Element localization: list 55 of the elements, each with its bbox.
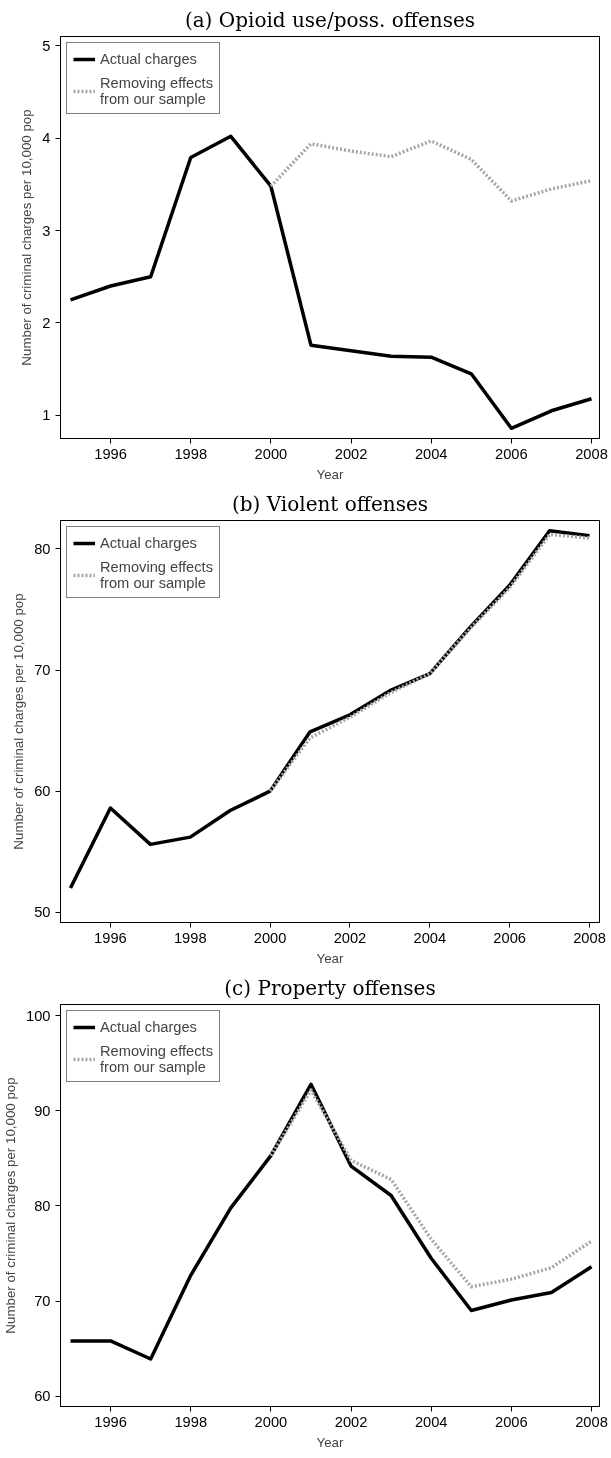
x-tick-label: 2004: [414, 445, 448, 462]
line-series: [68, 1082, 594, 1361]
x-tick-label: 1998: [174, 1413, 208, 1430]
line-series: [269, 139, 594, 203]
x-tick-label: 2000: [254, 1413, 288, 1430]
y-axis-title: Number of criminal charges per 10,000 pop: [11, 593, 27, 850]
x-axis-title: Year: [316, 950, 345, 966]
x-tick-label: 2002: [334, 1413, 368, 1430]
y-tick-label: 70: [34, 1293, 51, 1310]
y-tick-label: 60: [34, 783, 51, 800]
x-tick-label: 1996: [94, 1413, 127, 1430]
legend-label: Removing effects from our sample: [100, 1043, 213, 1075]
x-tick-label: 2000: [253, 929, 287, 946]
x-tick-label: 1998: [174, 445, 208, 462]
x-tick-label: 2008: [575, 445, 608, 462]
y-tick-label: 80: [34, 540, 51, 557]
x-axis-title: Year: [316, 1434, 345, 1450]
y-axis-title: Number of criminal charges per 10,000 pop: [19, 109, 35, 366]
x-tick-label: 1996: [94, 929, 127, 946]
y-tick-label: 5: [42, 37, 51, 54]
y-tick-label: 3: [42, 222, 51, 239]
line-series: [269, 1088, 594, 1289]
x-axis-title: Year: [316, 466, 345, 482]
x-tick-label: 1998: [173, 929, 207, 946]
x-tick-label: 2006: [493, 929, 526, 946]
line-series: [68, 134, 594, 431]
y-axis-title: Number of criminal charges per 10,000 pop: [3, 1077, 19, 1334]
y-tick-label: 4: [42, 130, 51, 147]
x-tick-label: 2006: [495, 1413, 528, 1430]
legend-label: Actual charges: [100, 1019, 197, 1035]
y-tick-label: 80: [34, 1197, 51, 1214]
x-tick-label: 2006: [495, 445, 528, 462]
y-tick-label: 2: [42, 314, 51, 331]
line-series: [268, 532, 592, 793]
x-tick-label: 1996: [94, 445, 127, 462]
chart-title: (c) Property offenses: [224, 975, 436, 1000]
legend-label: Actual charges: [100, 535, 197, 551]
y-tick-label: 90: [34, 1102, 51, 1119]
x-tick-label: 2004: [413, 929, 447, 946]
chart-title: (a) Opioid use/poss. offenses: [184, 7, 476, 32]
x-tick-label: 2002: [334, 445, 368, 462]
chart-title: (b) Violent offenses: [231, 491, 429, 516]
x-tick-label: 2002: [333, 929, 367, 946]
y-tick-label: 60: [34, 1388, 51, 1405]
y-tick-label: 1: [42, 407, 51, 424]
x-tick-label: 2000: [254, 445, 288, 462]
legend-label: Removing effects from our sample: [100, 75, 213, 107]
legend-label: Removing effects from our sample: [100, 559, 213, 591]
legend-label: Actual charges: [100, 51, 197, 67]
x-tick-label: 2008: [573, 929, 606, 946]
y-tick-label: 100: [26, 1007, 51, 1024]
x-tick-label: 2004: [414, 1413, 448, 1430]
x-tick-label: 2008: [575, 1413, 608, 1430]
y-tick-label: 70: [34, 662, 51, 679]
y-tick-label: 50: [34, 904, 51, 921]
